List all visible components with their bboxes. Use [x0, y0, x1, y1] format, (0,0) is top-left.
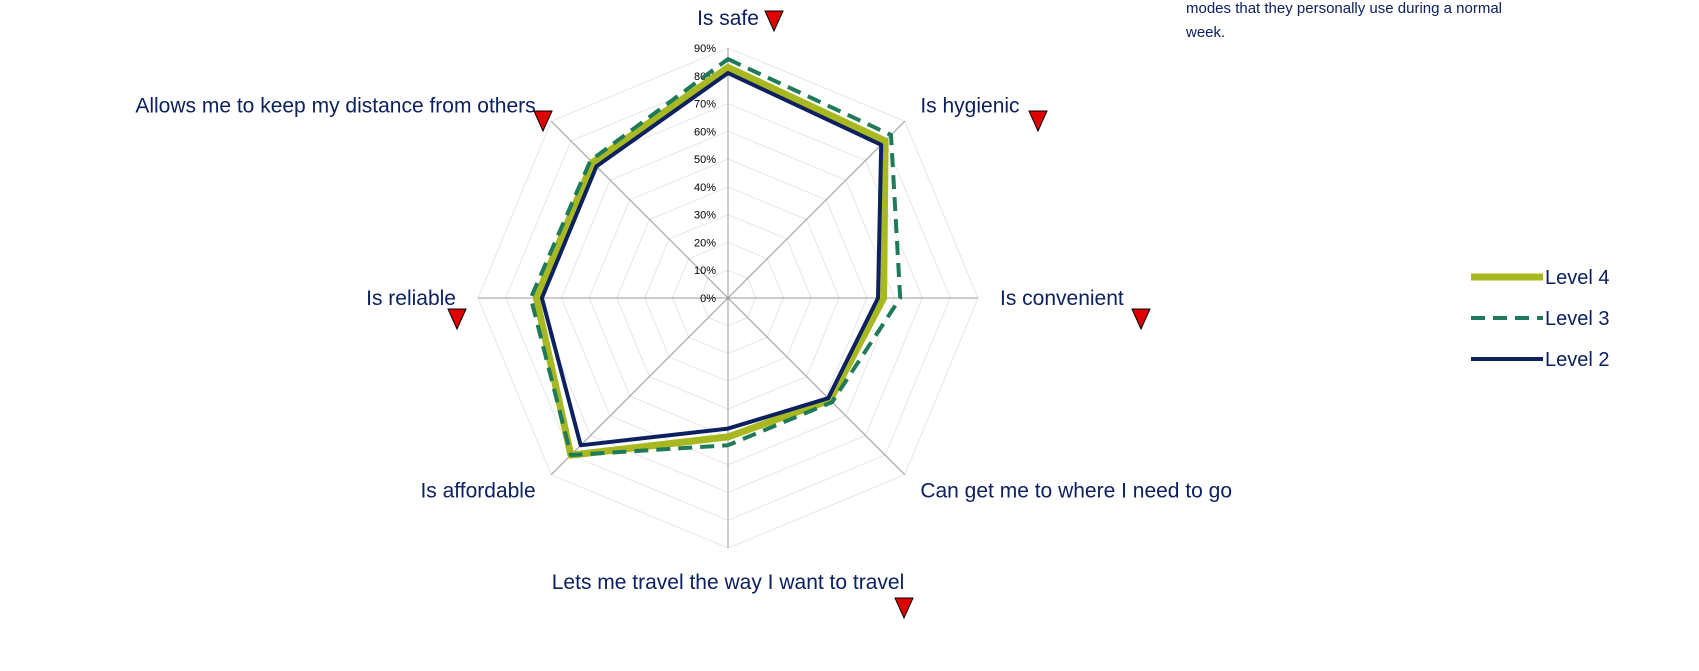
y-tick-label: 40%	[694, 182, 716, 194]
axis-line	[550, 120, 729, 299]
y-tick-label: 70%	[694, 99, 716, 111]
plot: Is safe Is hygienic Is convenient Can get m…	[135, 7, 1609, 594]
series-line	[539, 71, 884, 448]
y-tick-label: 90%	[694, 43, 716, 55]
y-tick-label: 20%	[694, 237, 716, 249]
series-line	[528, 57, 903, 458]
axis-line	[727, 297, 906, 476]
axis-line	[727, 120, 906, 299]
annotation: week.	[1185, 24, 1225, 41]
category-label: Allows me to keep my distance from other…	[135, 95, 535, 118]
warning-icon	[1028, 110, 1048, 133]
category-label: Lets me travel the way I want to travel	[552, 571, 905, 594]
series-line	[532, 63, 889, 459]
warning-icon	[894, 597, 914, 620]
category-label: Is hygienic	[920, 95, 1019, 118]
legend-label: Level 2	[1545, 349, 1610, 371]
category-label: Can get me to where I need to go	[920, 479, 1232, 502]
category-label: Is convenient	[1000, 287, 1124, 310]
legend-label: Level 4	[1545, 267, 1610, 289]
category-label: Is affordable	[420, 479, 535, 502]
y-tick-label: 10%	[694, 265, 716, 277]
y-tick-label: 0%	[700, 293, 716, 305]
y-tick-label: 60%	[694, 126, 716, 138]
y-tick-label: 50%	[694, 154, 716, 166]
category-label: Is reliable	[366, 287, 456, 310]
warning-icon	[447, 308, 467, 331]
category-label: Is safe	[697, 7, 759, 30]
y-tick-label: 30%	[694, 210, 716, 222]
warning-icons	[447, 10, 1151, 620]
warning-icon	[533, 110, 553, 133]
legend-label: Level 3	[1545, 308, 1610, 330]
warning-icon	[1131, 308, 1151, 331]
warning-icon	[764, 10, 784, 33]
annotation: modes that they personally use during a …	[1186, 0, 1502, 17]
